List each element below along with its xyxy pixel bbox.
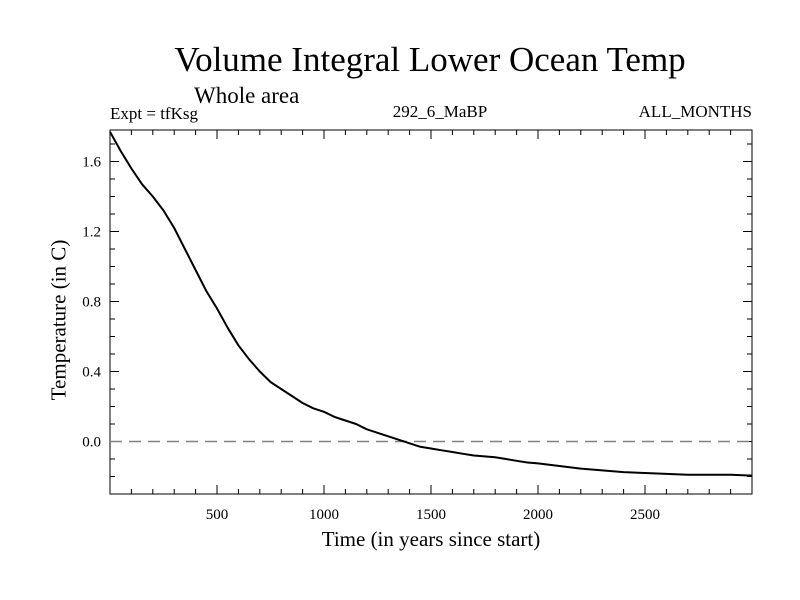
- y-tick-label: 1.6: [82, 155, 101, 171]
- period-label: 292_6_MaBP: [392, 102, 488, 121]
- chart-subtitle: Whole area: [194, 83, 300, 108]
- chart-title: Volume Integral Lower Ocean Temp: [174, 40, 686, 79]
- x-tick-label: 500: [206, 507, 229, 523]
- plot-frame: [109, 129, 753, 495]
- x-tick-label: 1500: [416, 507, 446, 523]
- x-tick-label: 2000: [523, 507, 553, 523]
- x-tick-label: 2500: [630, 507, 660, 523]
- experiment-label: Expt = tfKsg: [110, 104, 198, 123]
- y-tick-label: 0.4: [82, 365, 101, 381]
- x-tick-label: 1000: [309, 507, 339, 523]
- months-label: ALL_MONTHS: [638, 102, 752, 121]
- series-line: [109, 131, 753, 477]
- x-axis-label: Time (in years since start): [321, 527, 541, 551]
- y-tick-label: 0.8: [82, 295, 101, 311]
- y-tick-label: 1.2: [82, 225, 101, 241]
- y-tick-label: 0.0: [82, 435, 101, 451]
